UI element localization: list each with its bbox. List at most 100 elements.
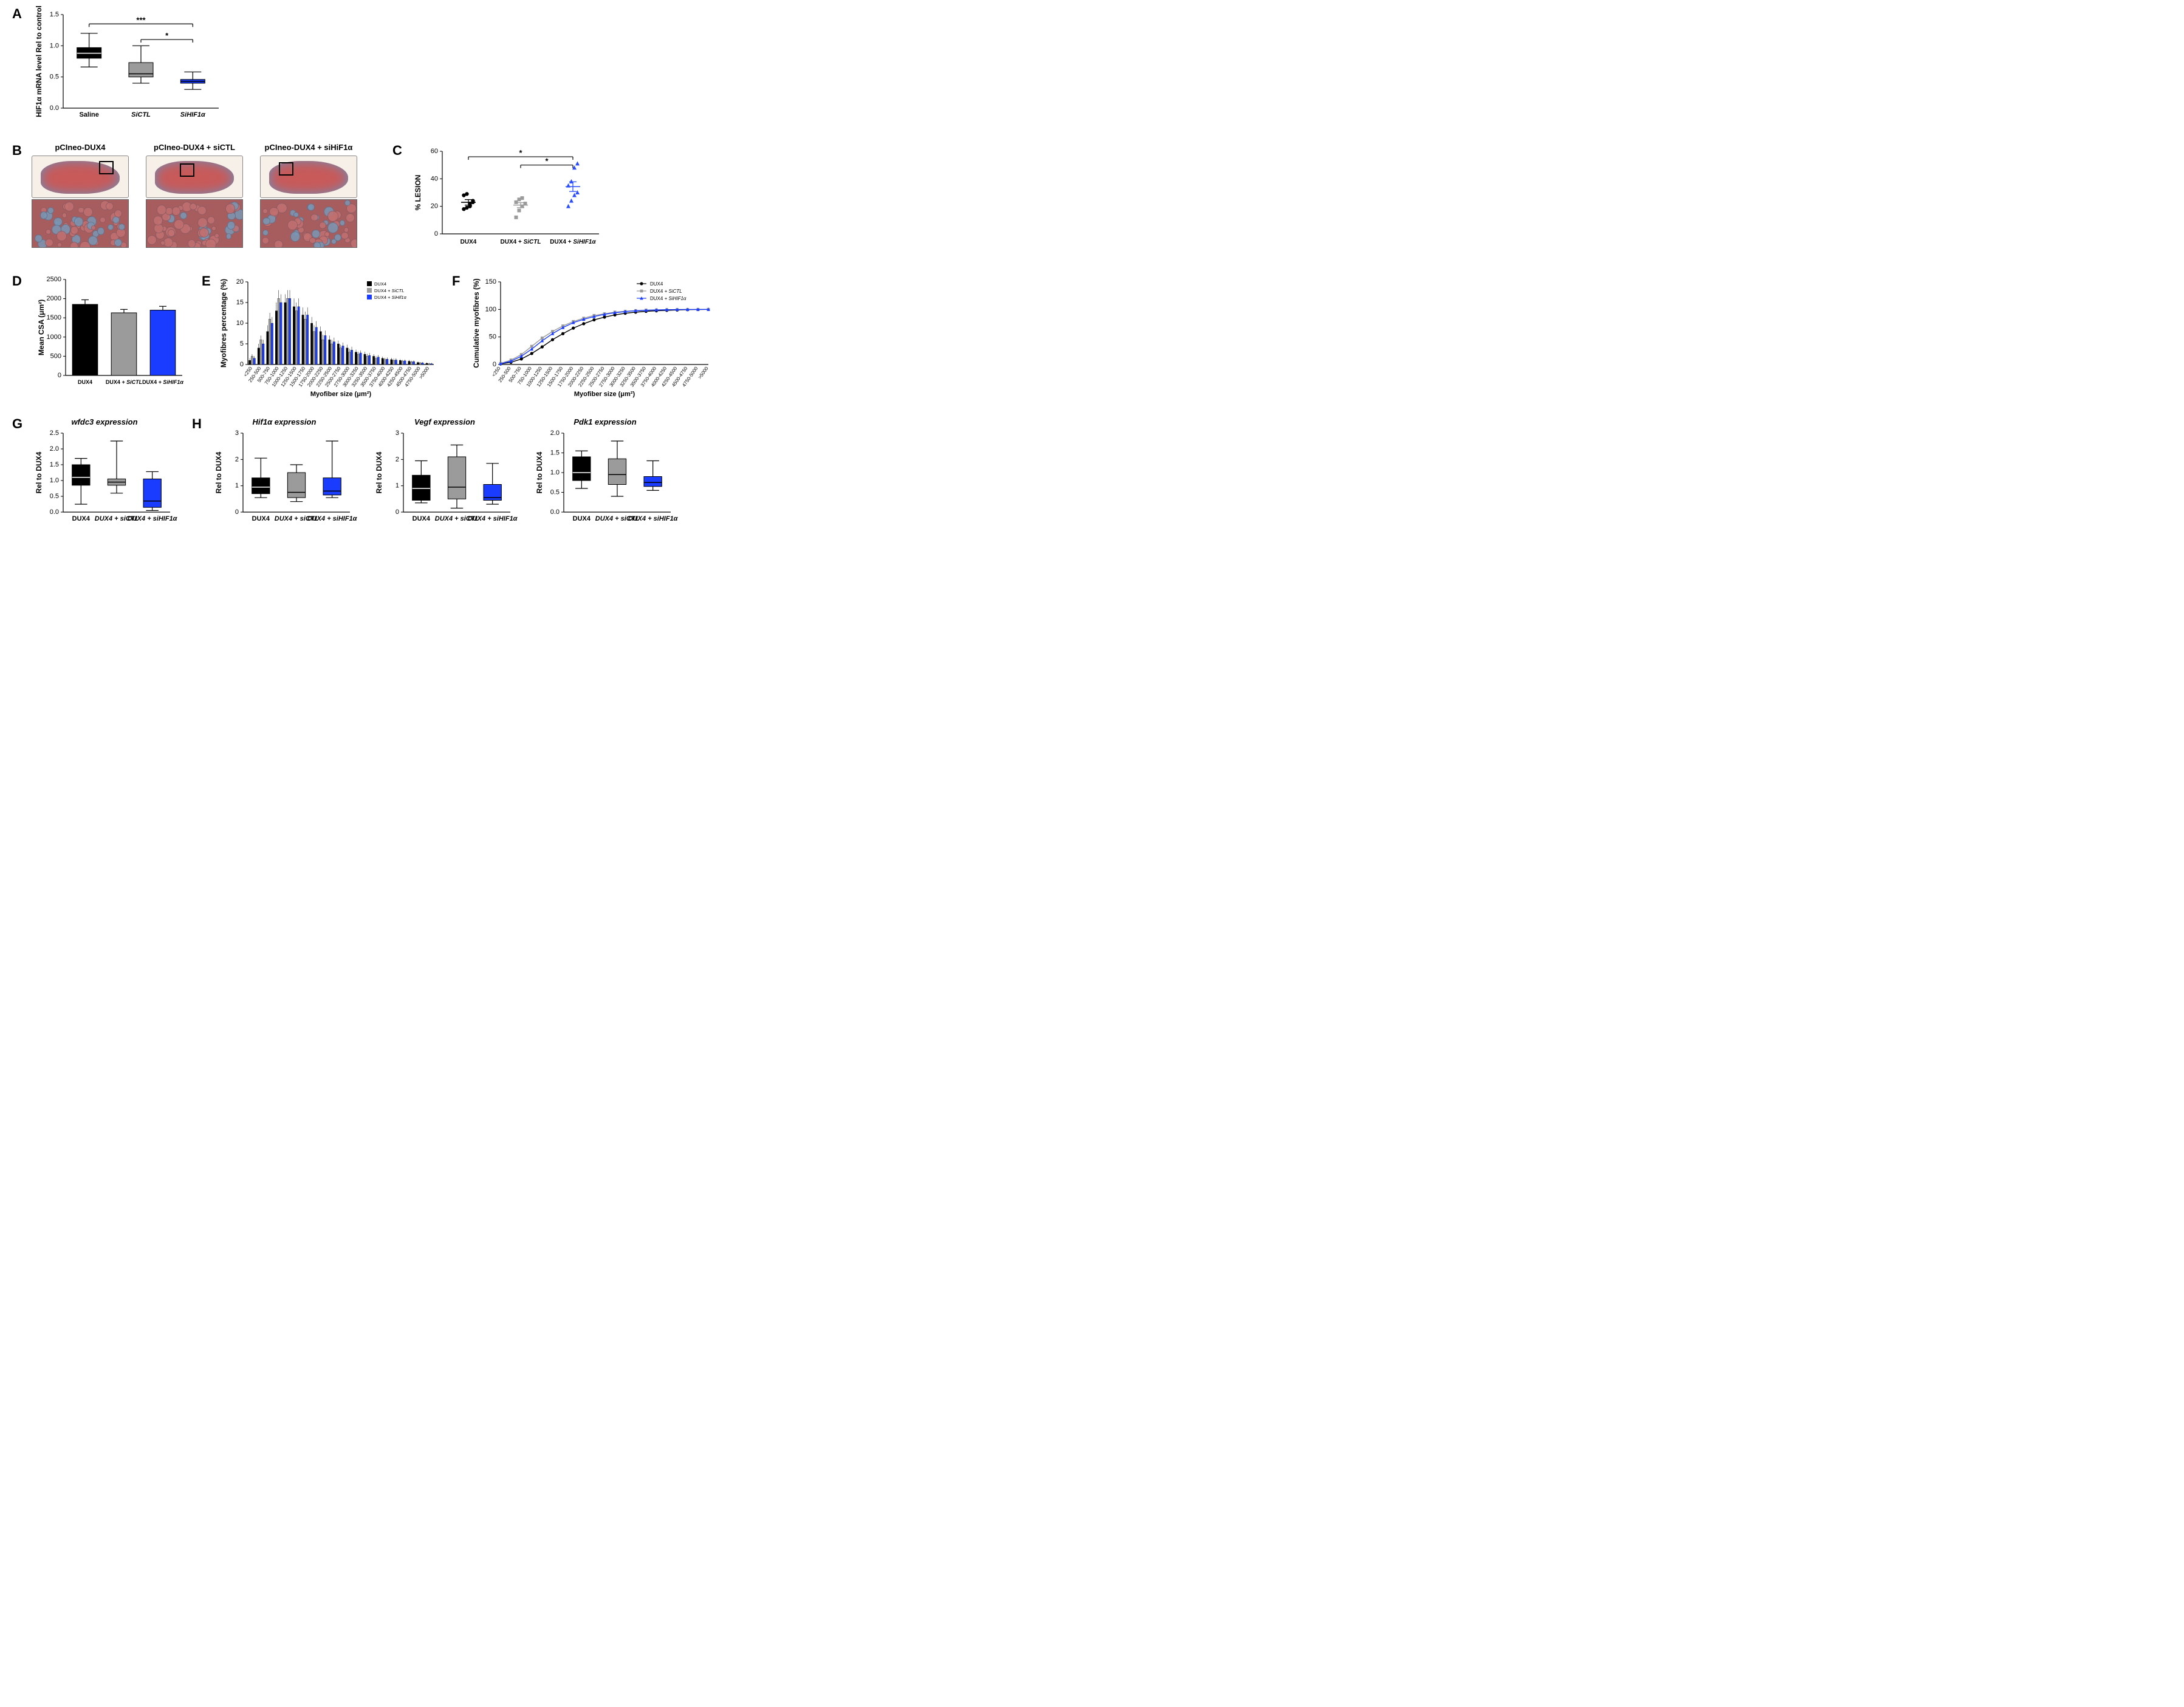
svg-text:1.5: 1.5	[50, 11, 59, 18]
svg-text:DUX4: DUX4	[374, 281, 386, 287]
svg-text:DUX4 + siHIF1α: DUX4 + siHIF1α	[468, 515, 518, 522]
svg-text:Rel to DUX4: Rel to DUX4	[375, 451, 383, 493]
svg-text:0: 0	[235, 508, 239, 516]
svg-text:1000: 1000	[47, 334, 61, 341]
svg-text:20: 20	[236, 278, 244, 286]
svg-text:>5000: >5000	[418, 366, 431, 380]
svg-text:DUX4 + SiHIF1α: DUX4 + SiHIF1α	[550, 239, 596, 245]
svg-text:2.0: 2.0	[50, 445, 59, 453]
svg-text:Hif1α expression: Hif1α expression	[253, 417, 317, 426]
histology-zoom-2	[146, 199, 243, 248]
histology-title-1: pCIneo-DUX4	[55, 143, 105, 152]
svg-text:SiCTL: SiCTL	[131, 111, 151, 118]
svg-text:0.5: 0.5	[550, 489, 560, 496]
svg-text:SiHIF1α: SiHIF1α	[180, 111, 206, 118]
svg-text:>5000: >5000	[697, 366, 710, 380]
panel-letter-G: G	[12, 416, 27, 432]
svg-text:DUX4: DUX4	[412, 515, 431, 522]
svg-text:2000: 2000	[47, 295, 61, 303]
svg-text:DUX4: DUX4	[650, 281, 663, 287]
panel-H1: Hif1α expression 0 1 2 3 Rel to DUX4 DUX4 DUX4 …	[211, 416, 357, 535]
svg-text:DUX4 + siHIF1α: DUX4 + siHIF1α	[128, 515, 178, 522]
svg-text:0.0: 0.0	[50, 508, 59, 516]
svg-text:500: 500	[50, 352, 61, 360]
svg-text:2.5: 2.5	[50, 429, 59, 437]
svg-text:3: 3	[395, 429, 399, 437]
svg-text:2: 2	[395, 456, 399, 463]
svg-text:60: 60	[431, 148, 438, 155]
svg-text:Pdk1 expression: Pdk1 expression	[573, 417, 636, 426]
histology-top-3	[260, 156, 357, 198]
svg-text:0: 0	[240, 361, 244, 368]
histology-top-1	[32, 156, 129, 198]
svg-text:1: 1	[395, 482, 399, 490]
svg-text:0.5: 0.5	[50, 74, 59, 81]
svg-text:1.5: 1.5	[550, 450, 560, 457]
svg-text:0: 0	[395, 508, 399, 516]
svg-text:1.0: 1.0	[50, 42, 59, 49]
panel-C: 0204060% LESIONDUX4DUX4 + SiCTLDUX4 + Si…	[412, 143, 606, 261]
svg-text:Vegf expression: Vegf expression	[414, 417, 475, 426]
svg-text:DUX4 + siHIF1α: DUX4 + siHIF1α	[628, 515, 679, 522]
svg-text:50: 50	[489, 334, 496, 341]
svg-text:DUX4 + SiHIF1α: DUX4 + SiHIF1α	[650, 296, 686, 301]
panel-A: 0.0 0.5 1.0 1.5 HIF1α mRNA level Rel to cont…	[32, 6, 226, 131]
svg-text:3: 3	[235, 429, 239, 437]
svg-text:1.0: 1.0	[550, 469, 560, 476]
svg-text:DUX4 + SiHif1α: DUX4 + SiHif1α	[374, 295, 407, 300]
svg-text:15: 15	[236, 299, 244, 306]
svg-text:0.0: 0.0	[550, 508, 560, 516]
panel-letter-E: E	[202, 273, 216, 289]
panel-letter-C: C	[392, 143, 407, 159]
histology-zoom-1	[32, 199, 129, 248]
svg-text:0.0: 0.0	[50, 104, 59, 112]
svg-text:Cumulative myofibres (%): Cumulative myofibres (%)	[472, 278, 481, 368]
svg-text:40: 40	[431, 175, 438, 182]
svg-text:5: 5	[240, 340, 244, 347]
svg-text:DUX4: DUX4	[78, 379, 92, 385]
svg-text:1500: 1500	[47, 314, 61, 321]
svg-text:DUX4 + SiCTL: DUX4 + SiCTL	[501, 239, 541, 245]
svg-text:Mean CSA (μm²): Mean CSA (μm²)	[37, 299, 46, 355]
histology-zoom-3	[260, 199, 357, 248]
svg-text:*: *	[545, 157, 549, 166]
svg-text:0: 0	[58, 372, 61, 379]
svg-text:wfdc3 expression: wfdc3 expression	[71, 417, 137, 426]
panel-letter-H: H	[192, 416, 207, 432]
svg-text:DUX4 + SiCTL: DUX4 + SiCTL	[106, 379, 142, 385]
panel-G: wfdc3 expression0.00.51.01.52.02.5Rel to…	[32, 416, 177, 535]
svg-text:DUX4: DUX4	[72, 515, 91, 522]
panel-letter-D: D	[12, 273, 27, 289]
svg-text:2.0: 2.0	[550, 429, 560, 437]
panel-H3: Pdk1 expression 0.0 0.5 1.0 1.5 2.0 Rel to DUX…	[532, 416, 678, 535]
panel-letter-B: B	[12, 143, 27, 159]
histology-title-2: pCIneo-DUX4 + siCTL	[154, 143, 235, 152]
svg-text:Myofiber size (μm²): Myofiber size (μm²)	[310, 391, 372, 398]
svg-text:Myofiber size (μm²): Myofiber size (μm²)	[574, 391, 635, 398]
svg-text:Rel to DUX4: Rel to DUX4	[214, 451, 223, 493]
svg-text:2: 2	[235, 456, 239, 463]
panel-letter-A: A	[12, 6, 27, 22]
svg-text:1.5: 1.5	[50, 461, 59, 468]
svg-text:% LESION: % LESION	[414, 175, 422, 211]
svg-text:1: 1	[235, 482, 239, 490]
panel-F: 050100150Cumulative myofibres (%)<250250…	[471, 273, 714, 404]
svg-text:1.0: 1.0	[50, 477, 59, 484]
svg-text:DUX4: DUX4	[460, 239, 477, 245]
panel-D: 05001000150020002500Mean CSA (μm²)DUX4DU…	[32, 273, 190, 404]
svg-text:10: 10	[236, 320, 244, 327]
svg-text:Rel to DUX4: Rel to DUX4	[535, 451, 544, 493]
svg-text:*: *	[519, 148, 522, 157]
svg-text:Rel to DUX4: Rel to DUX4	[35, 451, 43, 493]
svg-text:DUX4 + siHIF1α: DUX4 + siHIF1α	[307, 515, 358, 522]
svg-text:Saline: Saline	[79, 111, 98, 118]
svg-text:DUX4 + SiHIF1α: DUX4 + SiHIF1α	[142, 379, 183, 385]
svg-text:DUX4 + SiCTL: DUX4 + SiCTL	[650, 289, 682, 294]
svg-text:***: ***	[136, 15, 146, 24]
svg-text:DUX4: DUX4	[252, 515, 270, 522]
svg-text:0: 0	[434, 230, 438, 238]
svg-text:100: 100	[485, 306, 496, 313]
svg-text:Myofibres percentage (%): Myofibres percentage (%)	[219, 279, 228, 368]
svg-text:HIF1α mRNA level Rel to contro: HIF1α mRNA level Rel to control	[35, 5, 43, 117]
svg-text:*: *	[165, 31, 169, 40]
